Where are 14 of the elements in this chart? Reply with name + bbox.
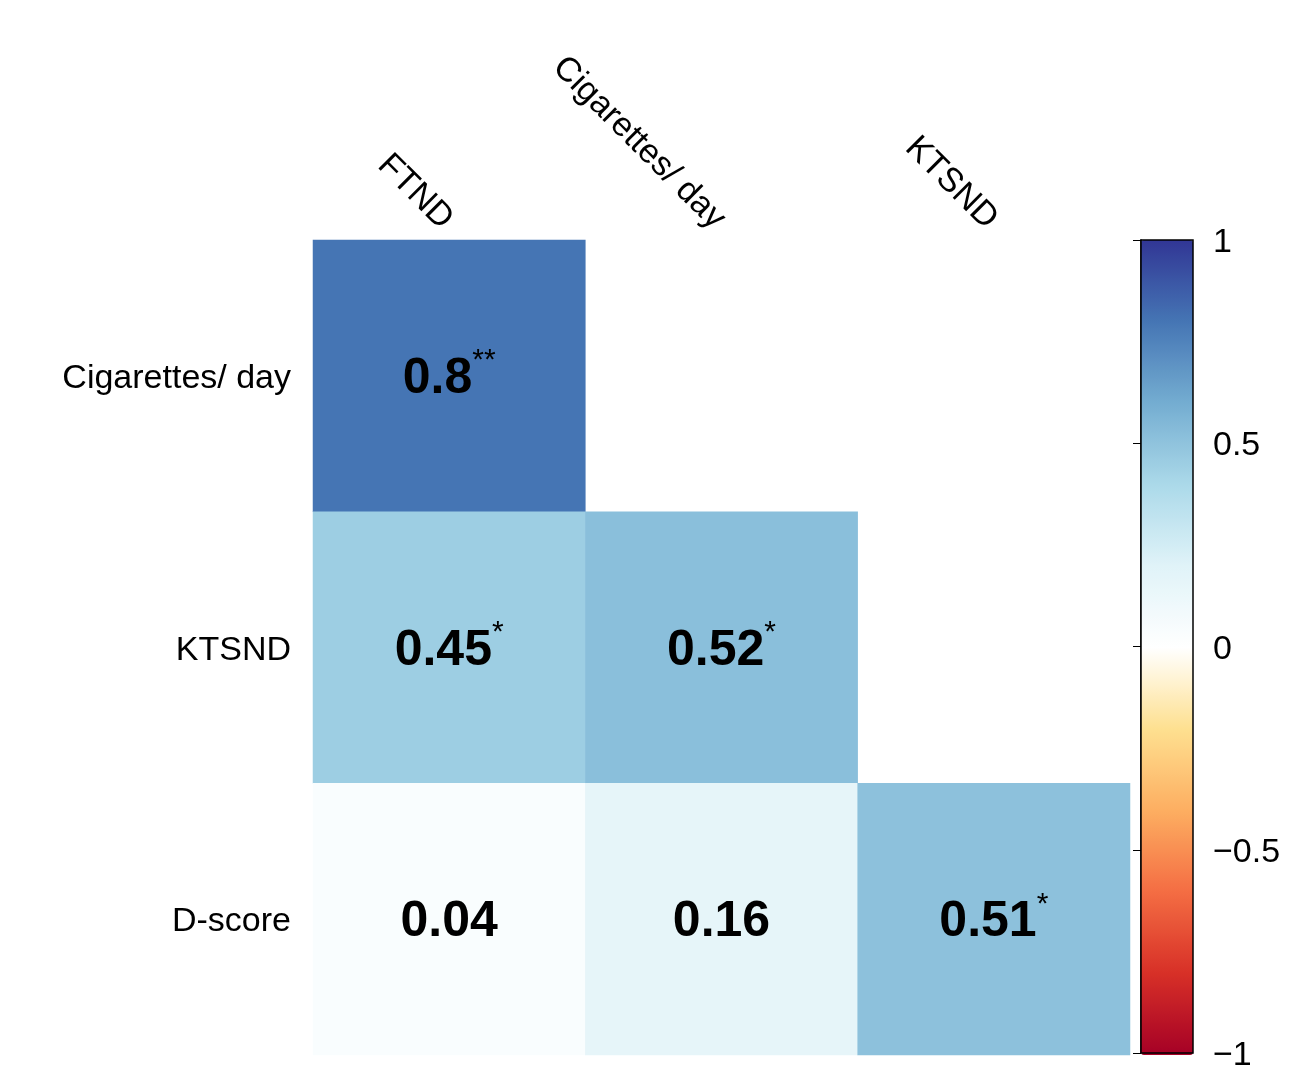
- data-label: 0.52*: [667, 614, 777, 676]
- y-tick-label: D-score: [171, 900, 291, 939]
- data-label: 0.45*: [394, 614, 504, 676]
- color-bar-label: −0.5: [1213, 830, 1281, 869]
- y-tick-label: KTSND: [175, 628, 291, 667]
- data-label: 0.8**: [402, 342, 496, 404]
- color-bar-label: 1: [1213, 221, 1232, 259]
- color-bar-label: 0.5: [1213, 424, 1261, 463]
- data-label: 0.51*: [939, 885, 1049, 948]
- color-bar-label: −1: [1213, 1034, 1252, 1070]
- data-label: 0.16: [672, 891, 771, 948]
- color-bar-label: 0: [1213, 627, 1232, 666]
- y-tick-label: Cigarettes/ day: [62, 356, 291, 395]
- data-label: 0.04: [400, 891, 499, 948]
